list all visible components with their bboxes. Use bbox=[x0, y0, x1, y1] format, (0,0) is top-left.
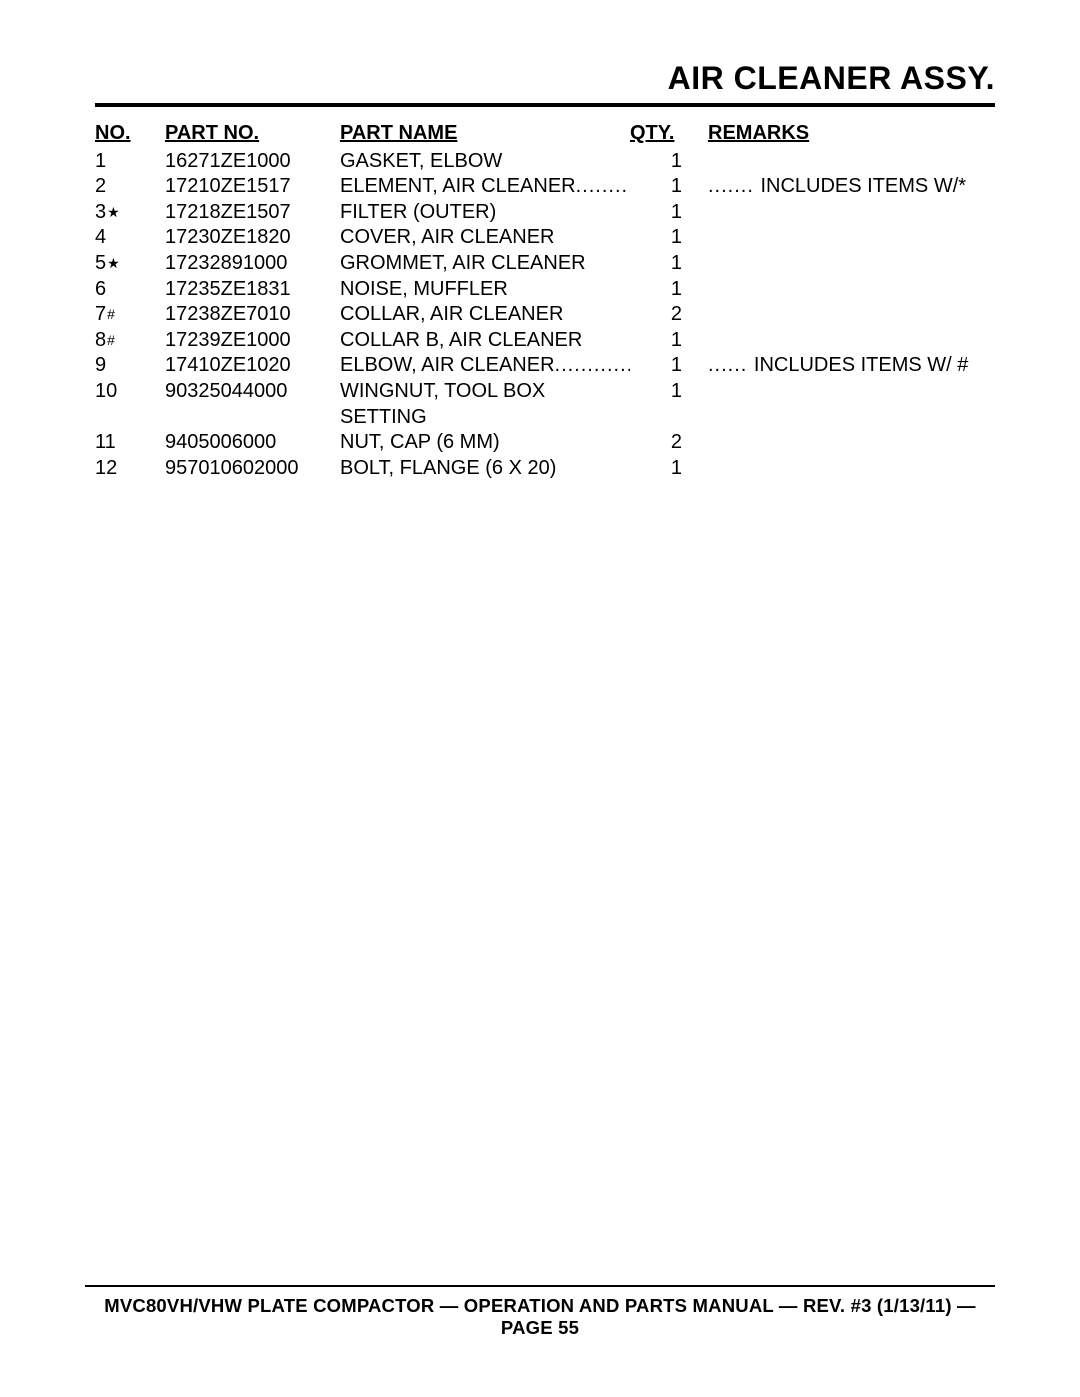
cell-part-no: 9405006000 bbox=[165, 430, 340, 456]
cell-part-no: 17239ZE1000 bbox=[165, 328, 340, 354]
header-remarks: REMARKS bbox=[690, 121, 995, 147]
cell-part-name: GROMMET, AIR CLEANER bbox=[340, 251, 630, 277]
cell-no: 5★ bbox=[95, 251, 165, 277]
table-row: 417230ZE1820COVER, AIR CLEANER1 bbox=[95, 225, 995, 251]
leader-dots bbox=[708, 175, 760, 197]
header-part-name: PART NAME bbox=[340, 121, 630, 147]
page: AIR CLEANER ASSY. NO. PART NO. PART NAME… bbox=[0, 0, 1080, 1397]
cell-part-name: FILTER (OUTER) bbox=[340, 200, 630, 226]
cell-qty: 1 bbox=[630, 379, 690, 405]
cell-part-name: GASKET, ELBOW bbox=[340, 149, 630, 175]
table-row: 119405006000NUT, CAP (6 MM)2 bbox=[95, 430, 995, 456]
table-row: 1090325044000WINGNUT, TOOL BOX SETTING1 bbox=[95, 379, 995, 430]
cell-no: 11 bbox=[95, 430, 165, 456]
cell-part-name: COLLAR B, AIR CLEANER bbox=[340, 328, 630, 354]
cell-no: 3★ bbox=[95, 200, 165, 226]
table-row: 7#17238ZE7010COLLAR, AIR CLEANER2 bbox=[95, 302, 995, 328]
footer-rule bbox=[85, 1285, 995, 1287]
title-rule bbox=[95, 103, 995, 107]
page-title: AIR CLEANER ASSY. bbox=[95, 60, 995, 97]
cell-qty: 1 bbox=[630, 251, 690, 277]
no-mark-icon: ★ bbox=[107, 204, 120, 222]
cell-part-no: 957010602000 bbox=[165, 456, 340, 482]
remarks-text: INCLUDES ITEMS W/ # bbox=[754, 354, 968, 376]
header-part-no: PART NO. bbox=[165, 121, 340, 147]
table-row: 617235ZE1831NOISE, MUFFLER1 bbox=[95, 277, 995, 303]
footer: MVC80VH/VHW PLATE COMPACTOR — OPERATION … bbox=[85, 1285, 995, 1339]
cell-part-name: COVER, AIR CLEANER bbox=[340, 225, 630, 251]
cell-no: 6 bbox=[95, 277, 165, 303]
cell-no: 4 bbox=[95, 225, 165, 251]
cell-qty: 2 bbox=[630, 430, 690, 456]
table-row: 116271ZE1000GASKET, ELBOW1 bbox=[95, 149, 995, 175]
cell-no: 10 bbox=[95, 379, 165, 405]
cell-qty: 1 bbox=[630, 277, 690, 303]
remarks-text: INCLUDES ITEMS W/* bbox=[760, 175, 966, 197]
cell-part-no: 16271ZE1000 bbox=[165, 149, 340, 175]
cell-qty: 1 bbox=[630, 353, 690, 379]
cell-part-no: 17210ZE1517 bbox=[165, 174, 340, 200]
no-mark-icon: ★ bbox=[107, 255, 120, 273]
cell-part-name: COLLAR, AIR CLEANER bbox=[340, 302, 630, 328]
cell-part-no: 17232891000 bbox=[165, 251, 340, 277]
parts-table: NO. PART NO. PART NAME QTY. REMARKS 1162… bbox=[95, 121, 995, 481]
table-row: 12957010602000BOLT, FLANGE (6 X 20)1 bbox=[95, 456, 995, 482]
cell-no: 1 bbox=[95, 149, 165, 175]
cell-no: 8# bbox=[95, 328, 165, 354]
header-qty: QTY. bbox=[630, 121, 690, 147]
no-mark-icon: # bbox=[107, 332, 115, 350]
leader-dots bbox=[708, 354, 754, 376]
cell-part-name: ELBOW, AIR CLEANER bbox=[340, 353, 630, 379]
footer-text: MVC80VH/VHW PLATE COMPACTOR — OPERATION … bbox=[85, 1295, 995, 1339]
cell-no: 9 bbox=[95, 353, 165, 379]
table-header: NO. PART NO. PART NAME QTY. REMARKS bbox=[95, 121, 995, 147]
table-body: 116271ZE1000GASKET, ELBOW1217210ZE1517EL… bbox=[95, 149, 995, 482]
cell-qty: 1 bbox=[630, 200, 690, 226]
table-row: 5★17232891000GROMMET, AIR CLEANER1 bbox=[95, 251, 995, 277]
cell-part-name: NUT, CAP (6 MM) bbox=[340, 430, 630, 456]
cell-qty: 2 bbox=[630, 302, 690, 328]
cell-remarks: INCLUDES ITEMS W/ # bbox=[690, 353, 995, 379]
cell-part-name: ELEMENT, AIR CLEANER bbox=[340, 174, 630, 200]
table-row: 8#17239ZE1000COLLAR B, AIR CLEANER1 bbox=[95, 328, 995, 354]
cell-qty: 1 bbox=[630, 174, 690, 200]
table-row: 917410ZE1020ELBOW, AIR CLEANER1 INCLUDES … bbox=[95, 353, 995, 379]
cell-part-no: 17218ZE1507 bbox=[165, 200, 340, 226]
cell-part-name: NOISE, MUFFLER bbox=[340, 277, 630, 303]
cell-remarks: INCLUDES ITEMS W/* bbox=[690, 174, 995, 200]
cell-qty: 1 bbox=[630, 225, 690, 251]
cell-part-no: 17410ZE1020 bbox=[165, 353, 340, 379]
cell-qty: 1 bbox=[630, 149, 690, 175]
cell-part-name: WINGNUT, TOOL BOX SETTING bbox=[340, 379, 630, 430]
cell-part-no: 17235ZE1831 bbox=[165, 277, 340, 303]
cell-qty: 1 bbox=[630, 328, 690, 354]
no-mark-icon: # bbox=[107, 306, 115, 324]
header-no: NO. bbox=[95, 121, 165, 147]
cell-no: 7# bbox=[95, 302, 165, 328]
cell-part-no: 17238ZE7010 bbox=[165, 302, 340, 328]
cell-part-name: BOLT, FLANGE (6 X 20) bbox=[340, 456, 630, 482]
cell-part-no: 17230ZE1820 bbox=[165, 225, 340, 251]
cell-no: 12 bbox=[95, 456, 165, 482]
cell-qty: 1 bbox=[630, 456, 690, 482]
cell-no: 2 bbox=[95, 174, 165, 200]
table-row: 3★17218ZE1507FILTER (OUTER)1 bbox=[95, 200, 995, 226]
cell-part-no: 90325044000 bbox=[165, 379, 340, 405]
table-row: 217210ZE1517ELEMENT, AIR CLEANER1 INCLUDE… bbox=[95, 174, 995, 200]
